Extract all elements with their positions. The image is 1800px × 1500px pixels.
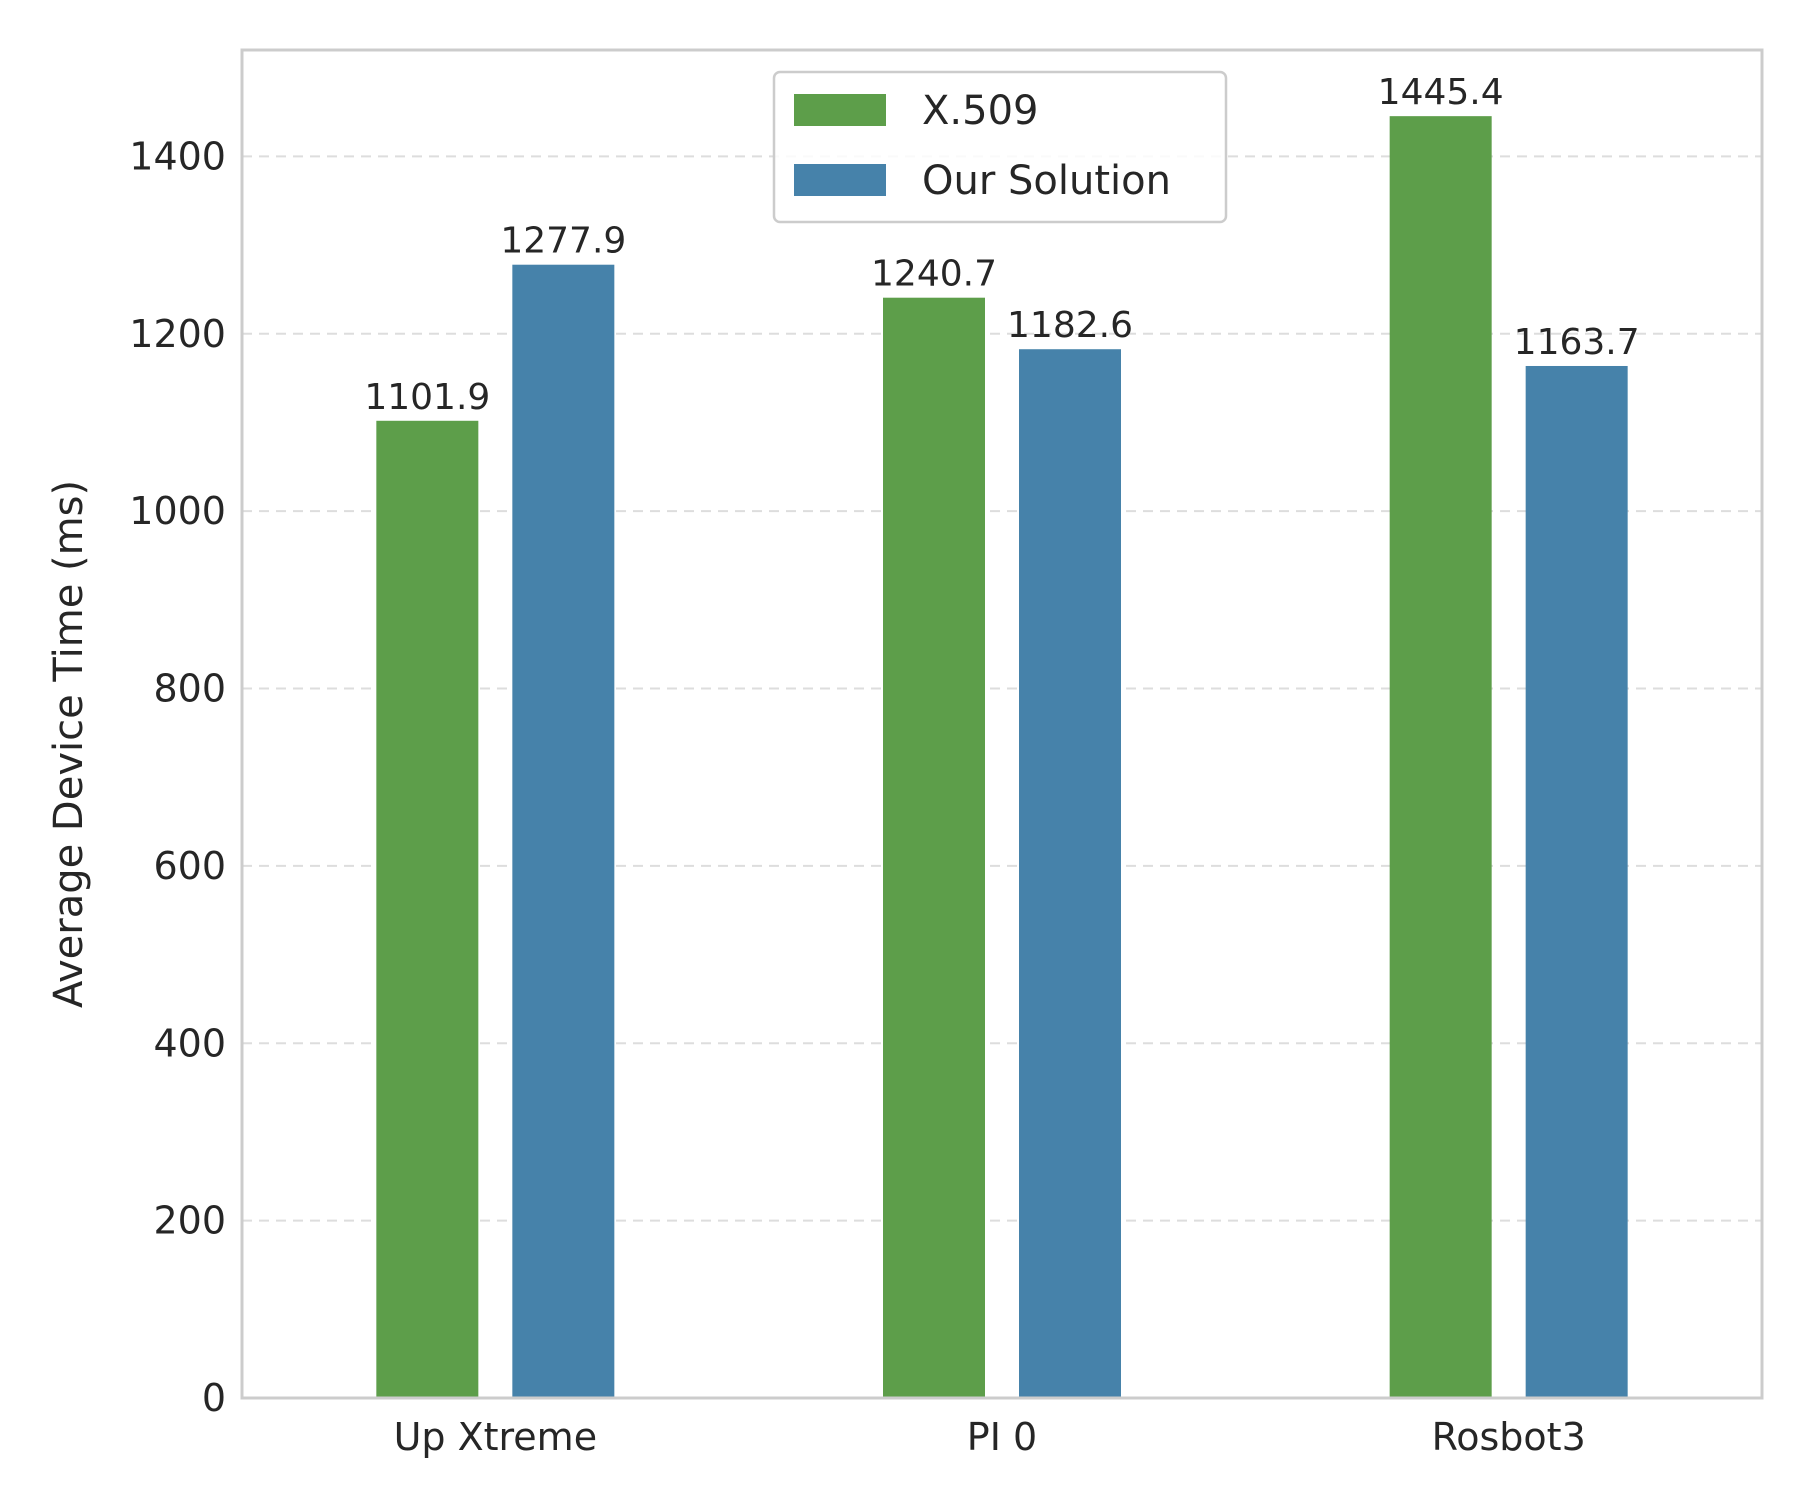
bar — [376, 420, 479, 1398]
y-axis-label: Average Device Time (ms) — [46, 480, 92, 1008]
bar-value-label: 1277.9 — [500, 221, 626, 262]
y-tick-label: 1000 — [129, 489, 226, 533]
bar — [883, 297, 985, 1398]
legend: X.509 Our Solution — [772, 70, 1228, 224]
y-tick-label: 1200 — [129, 312, 226, 356]
bar — [1389, 116, 1492, 1398]
legend-swatch — [794, 164, 886, 196]
x-axis-ticks: Up Xtreme PI 0 Rosbot3 — [394, 1415, 1586, 1459]
bar — [512, 264, 615, 1398]
bar-value-label: 1163.7 — [1514, 322, 1640, 363]
bars — [376, 116, 1628, 1399]
x-tick-label: Up Xtreme — [394, 1415, 598, 1459]
y-axis-ticks: 0 200 400 600 800 1000 1200 1400 — [129, 134, 226, 1420]
plot-frame — [240, 48, 1764, 1400]
y-tick-label: 400 — [153, 1021, 226, 1065]
bar-value-label: 1240.7 — [871, 254, 997, 295]
legend-swatch — [794, 94, 886, 126]
x-tick-label: Rosbot3 — [1432, 1415, 1586, 1459]
bar-value-label: 1445.4 — [1378, 72, 1504, 113]
legend-label: X.509 — [922, 88, 1038, 134]
bar — [1019, 349, 1121, 1399]
y-tick-label: 200 — [153, 1199, 226, 1243]
bar-value-label: 1101.9 — [364, 377, 490, 418]
legend-box — [772, 70, 1228, 224]
bar-value-label: 1182.6 — [1007, 305, 1133, 346]
y-tick-label: 1400 — [129, 134, 226, 178]
y-tick-label: 600 — [153, 844, 226, 888]
gridlines — [242, 155, 1762, 1222]
y-tick-label: 0 — [202, 1376, 226, 1420]
legend-label: Our Solution — [922, 158, 1171, 204]
x-tick-label: PI 0 — [967, 1415, 1037, 1459]
y-tick-label: 800 — [153, 667, 226, 711]
bar — [1525, 365, 1628, 1399]
